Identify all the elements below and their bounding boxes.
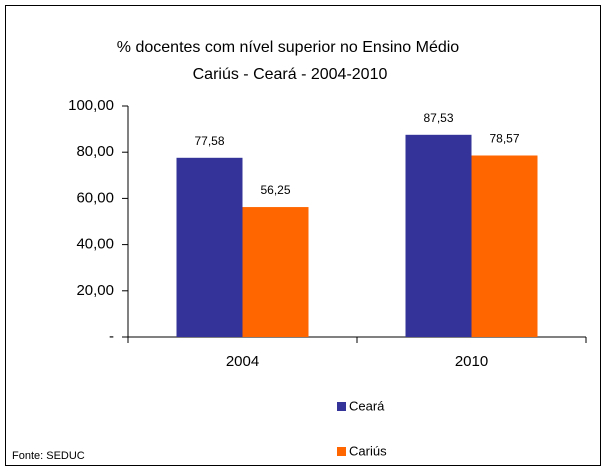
bar <box>405 134 472 337</box>
y-tick-label: 20,00 <box>76 282 114 299</box>
x-tick-label: 2004 <box>226 353 259 370</box>
y-tick-label: - <box>109 328 114 345</box>
bar <box>176 157 243 337</box>
value-label: 87,53 <box>423 111 453 125</box>
y-tick-label: 80,00 <box>76 143 114 160</box>
chart-title: % docentes com nível superior no Ensino … <box>117 39 460 56</box>
bar <box>242 207 309 337</box>
value-label: 56,25 <box>260 183 290 197</box>
value-label: 78,57 <box>489 132 519 146</box>
chart-subtitle: Cariús - Ceará - 2004-2010 <box>193 66 388 83</box>
y-tick-label: 40,00 <box>76 236 114 253</box>
legend-swatch <box>337 447 346 456</box>
legend-label: Ceará <box>349 398 385 413</box>
y-tick-label: 100,00 <box>68 97 114 114</box>
legend-label: Cariús <box>349 443 387 458</box>
y-tick-label: 60,00 <box>76 189 114 206</box>
source: Fonte: SEDUC <box>12 450 85 462</box>
legend-swatch <box>337 402 346 411</box>
bar <box>471 155 538 337</box>
x-tick-label: 2010 <box>455 353 488 370</box>
value-label: 77,58 <box>194 134 224 148</box>
